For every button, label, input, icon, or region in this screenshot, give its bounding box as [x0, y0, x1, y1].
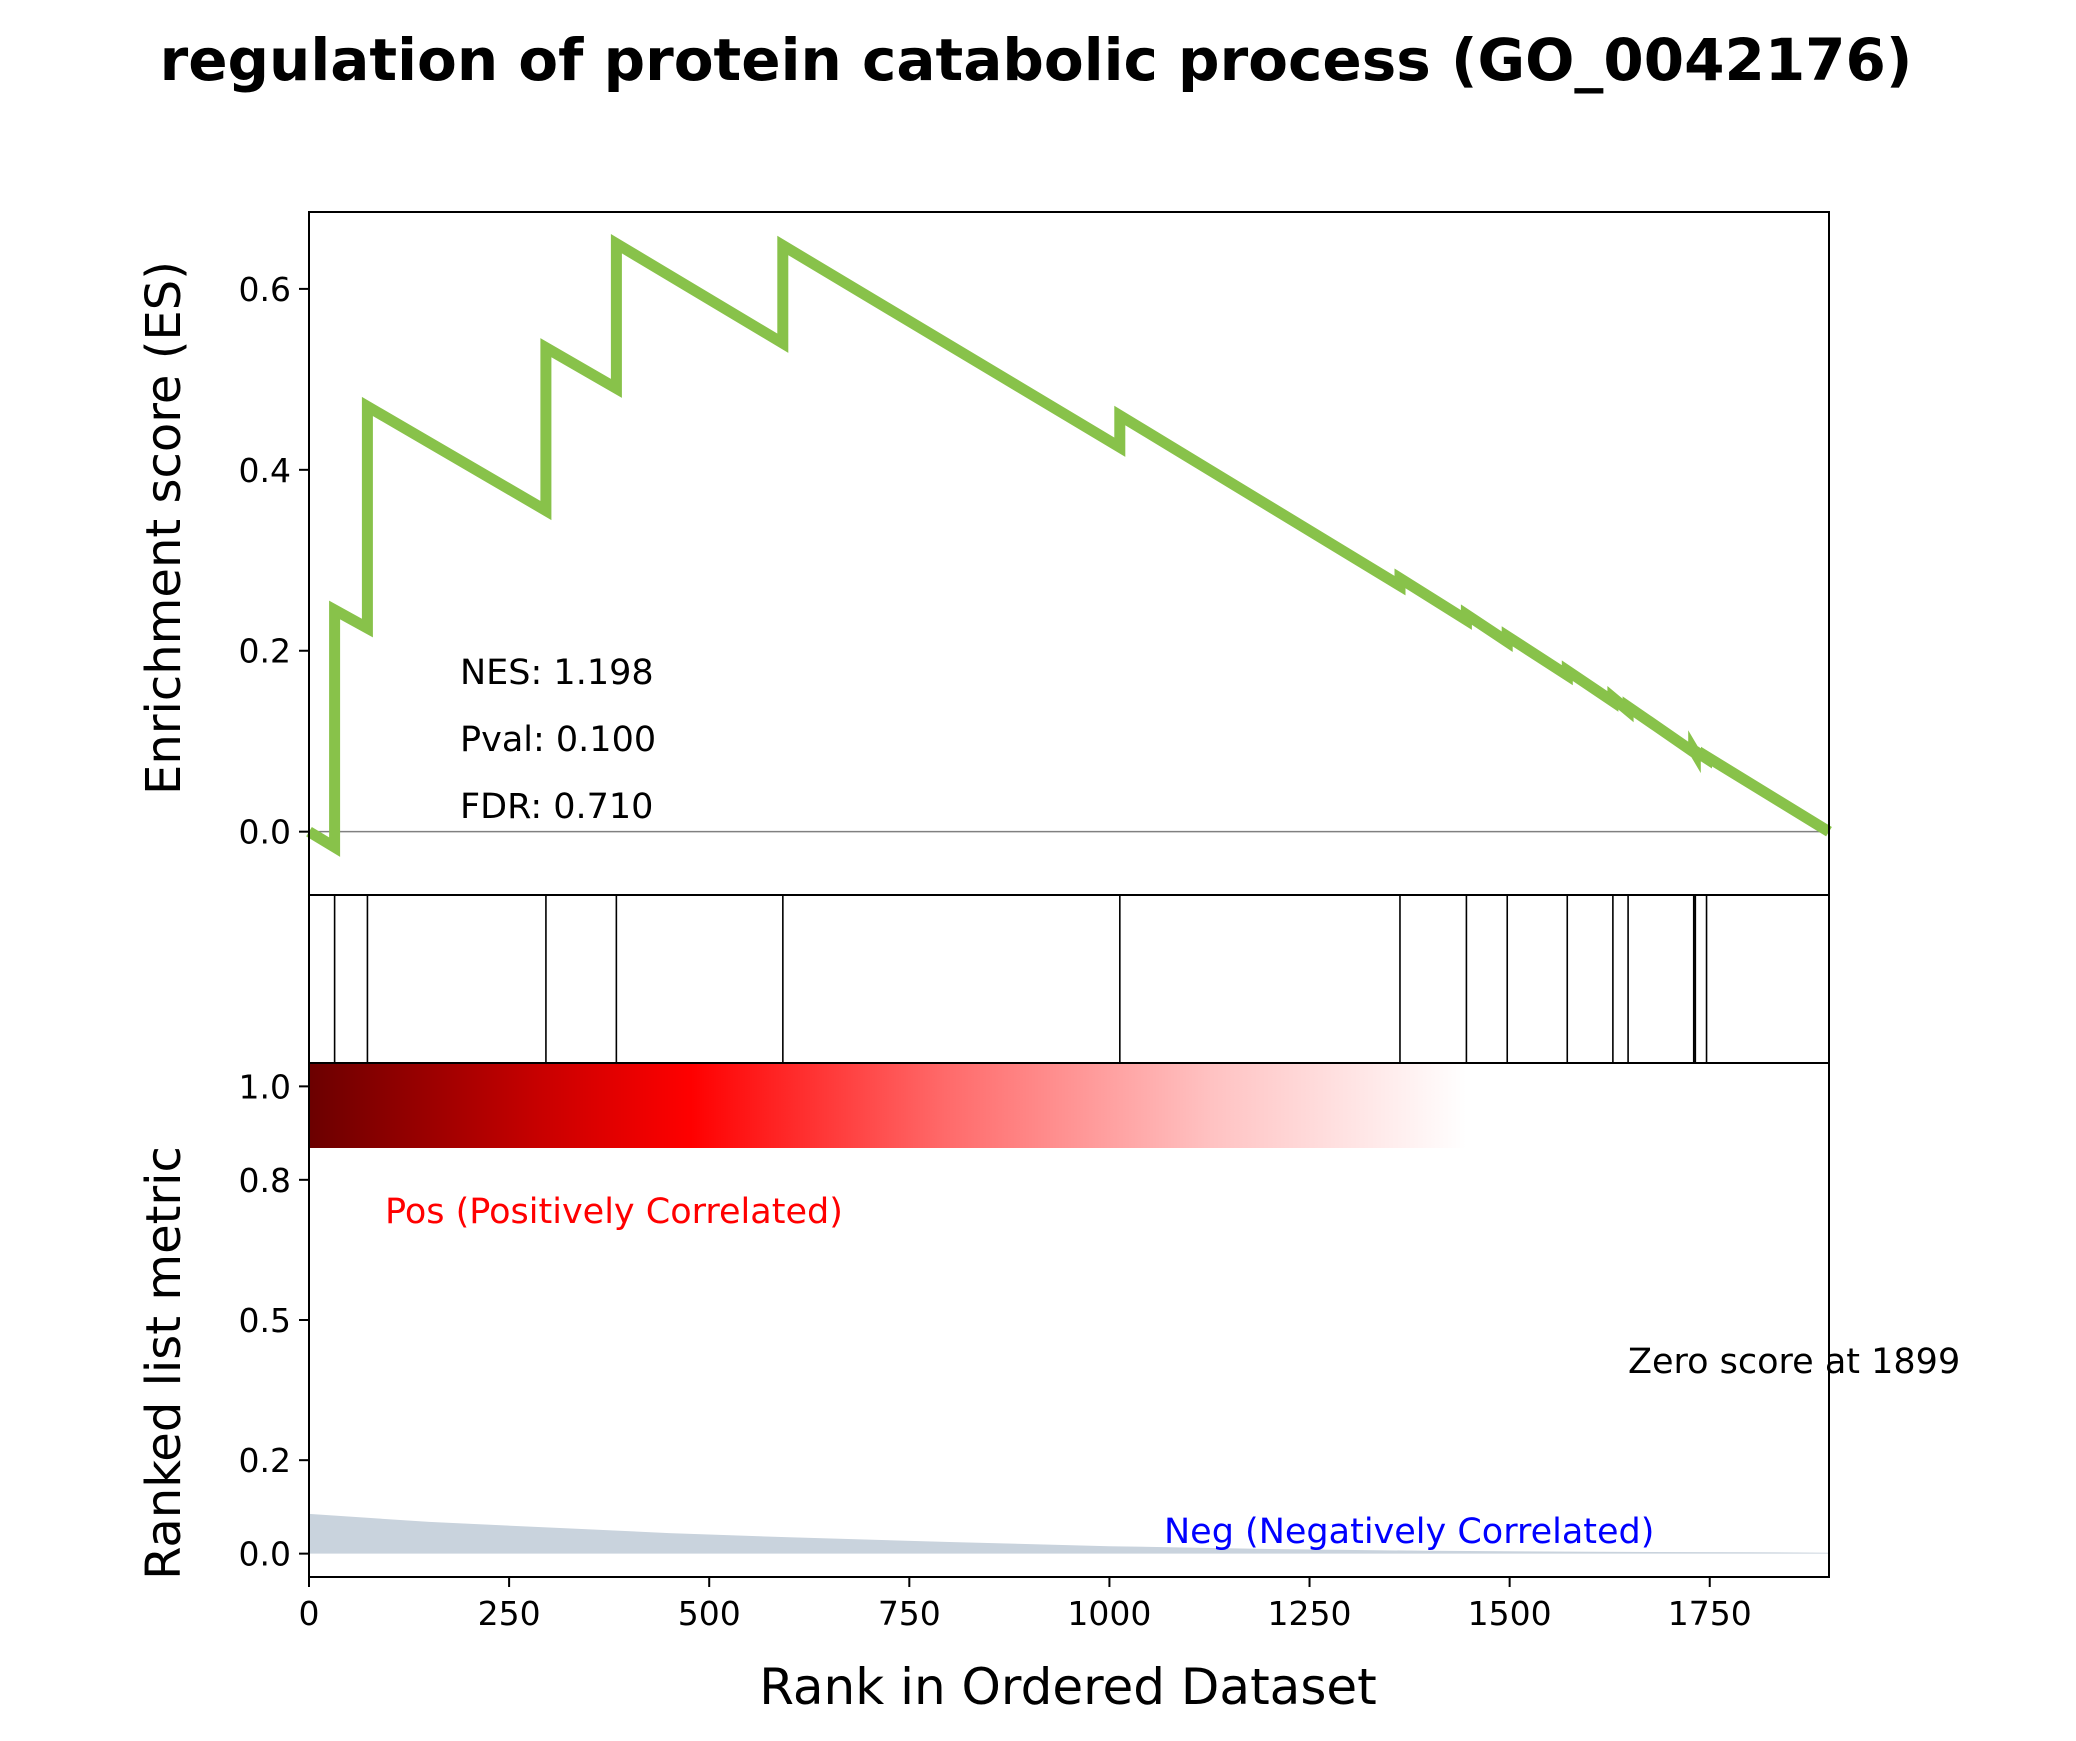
rank-y-ticks: 0.0 0.2 0.5 0.8 1.0 — [239, 1067, 309, 1574]
fdr-annotation: FDR: 0.710 — [460, 787, 653, 827]
chart-title: regulation of protein catabolic process … — [160, 26, 1913, 94]
rank-panel-frame — [308, 1062, 1830, 1578]
x-tick-label: 250 — [478, 1594, 541, 1633]
rank-ytick-label: 0.5 — [239, 1301, 291, 1340]
hits-panel-frame — [308, 894, 1830, 1064]
es-ytick-label: 0.4 — [239, 451, 291, 490]
es-ytick-label: 0.6 — [239, 270, 291, 309]
x-tick-label: 1500 — [1468, 1594, 1552, 1633]
rank-gradient-bar — [309, 1063, 1467, 1148]
x-tick-label: 1250 — [1268, 1594, 1352, 1633]
x-axis-ticks: 0 250 500 750 1000 1250 1500 1750 — [299, 1577, 1752, 1633]
pos-label: Pos (Positively Correlated) — [385, 1192, 843, 1232]
x-tick-label: 750 — [878, 1594, 941, 1633]
es-ylabel: Enrichment score (ES) — [136, 261, 192, 795]
es-ytick-label: 0.2 — [239, 632, 291, 671]
x-tick-label: 1750 — [1668, 1594, 1752, 1633]
ranked-metric-area — [309, 1513, 1829, 1554]
es-panel: 0.0 0.2 0.4 0.6 Enrichment score (ES) NES: … — [136, 211, 1832, 896]
x-tick-label: 1000 — [1067, 1594, 1151, 1633]
x-axis-label: Rank in Ordered Dataset — [759, 1658, 1376, 1716]
nes-annotation: NES: 1.198 — [460, 653, 654, 693]
rank-ytick-label: 1.0 — [239, 1067, 291, 1106]
rank-ytick-label: 0.8 — [239, 1161, 291, 1200]
neg-label: Neg (Negatively Correlated) — [1164, 1512, 1654, 1552]
rank-ytick-label: 0.0 — [239, 1535, 291, 1574]
rank-ylabel: Ranked list metric — [136, 1146, 192, 1580]
rank-ytick-label: 0.2 — [239, 1441, 291, 1480]
pval-annotation: Pval: 0.100 — [460, 720, 656, 760]
zero-score-label: Zero score at 1899 — [1628, 1342, 1960, 1382]
es-series-line — [306, 234, 1832, 857]
hit-lines — [333, 895, 1830, 1063]
es-y-ticks: 0.0 0.2 0.4 0.6 — [239, 270, 309, 852]
hits-panel — [308, 894, 1830, 1064]
x-tick-label: 500 — [678, 1594, 741, 1633]
es-ytick-label: 0.0 — [239, 813, 291, 852]
x-tick-label: 0 — [299, 1594, 320, 1633]
rank-panel: 0.0 0.2 0.5 0.8 1.0 Ranked list metric Pos (… — [136, 1062, 1960, 1580]
